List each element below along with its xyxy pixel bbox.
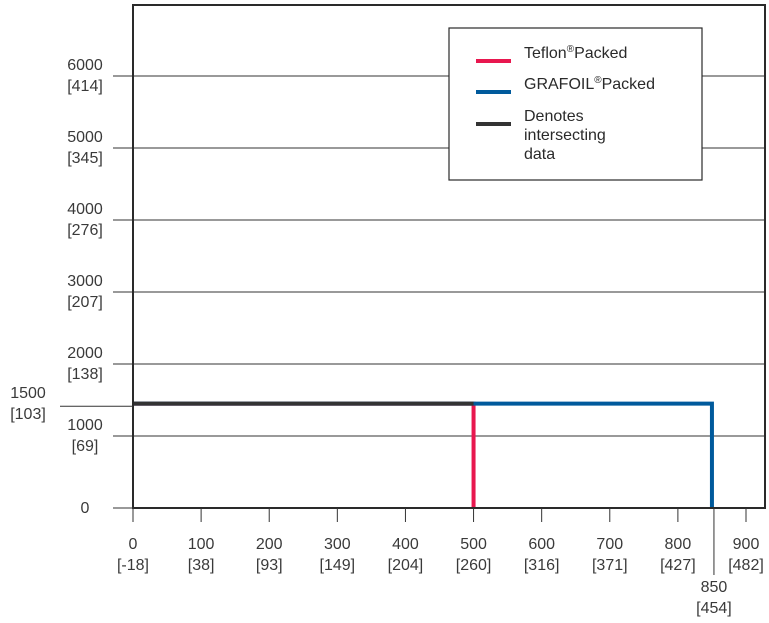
x-tick-sublabel: [316] <box>524 557 560 574</box>
legend-label: GRAFOIL®Packed <box>524 75 655 93</box>
axis-ticks: 01000[69]2000[138]3000[207]4000[276]5000… <box>10 57 764 617</box>
x-tick-sublabel: [260] <box>456 557 492 574</box>
x-tick-label: 200 <box>256 536 283 553</box>
x-tick-sublabel: [149] <box>320 557 356 574</box>
legend-label: Teflon®Packed <box>524 44 627 62</box>
series-line-grafoil <box>133 401 714 508</box>
y-tick-sublabel: [207] <box>67 294 103 311</box>
legend-label: data <box>524 146 555 163</box>
legend-label: intersecting <box>524 127 606 144</box>
y-extra-tick-label: 1500 <box>10 385 46 402</box>
x-tick-label: 600 <box>528 536 555 553</box>
y-tick-label: 2000 <box>67 345 103 362</box>
legend-label: Denotes <box>524 108 584 125</box>
x-extra-tick-sublabel: [454] <box>696 600 732 617</box>
x-tick-sublabel: [482] <box>728 557 764 574</box>
plot-frame <box>132 4 766 509</box>
y-tick-label: 1000 <box>67 417 103 434</box>
x-tick-label: 900 <box>733 536 760 553</box>
x-tick-sublabel: [204] <box>388 557 424 574</box>
y-tick-sublabel: [138] <box>67 366 103 383</box>
y-tick-sublabel: [276] <box>67 222 103 239</box>
x-tick-label: 0 <box>129 536 138 553</box>
y-tick-sublabel: [414] <box>67 78 103 95</box>
x-tick-sublabel: [93] <box>256 557 283 574</box>
x-tick-label: 100 <box>188 536 215 553</box>
y-tick-label: 0 <box>81 500 90 517</box>
y-tick-label: 4000 <box>67 201 103 218</box>
legend: Teflon®Packed GRAFOIL®Packed Denotes inters… <box>448 27 703 181</box>
y-tick-label: 6000 <box>67 57 103 74</box>
y-tick-label: 5000 <box>67 129 103 146</box>
x-tick-sublabel: [38] <box>188 557 215 574</box>
x-tick-label: 300 <box>324 536 351 553</box>
grid-lines <box>113 75 765 437</box>
x-tick-label: 400 <box>392 536 419 553</box>
y-extra-tick-sublabel: [103] <box>10 406 46 423</box>
x-tick-sublabel: [427] <box>660 557 696 574</box>
x-extra-tick-label: 850 <box>701 579 728 596</box>
x-tick-sublabel: [-18] <box>117 557 149 574</box>
x-tick-sublabel: [371] <box>592 557 628 574</box>
y-tick-label: 3000 <box>67 273 103 290</box>
x-tick-label: 500 <box>460 536 487 553</box>
y-tick-sublabel: [69] <box>72 438 99 455</box>
series-line-teflon <box>133 401 476 508</box>
y-tick-sublabel: [345] <box>67 150 103 167</box>
x-tick-label: 700 <box>596 536 623 553</box>
legend-box <box>448 27 703 181</box>
series-lines <box>133 401 714 508</box>
x-tick-label: 800 <box>665 536 692 553</box>
